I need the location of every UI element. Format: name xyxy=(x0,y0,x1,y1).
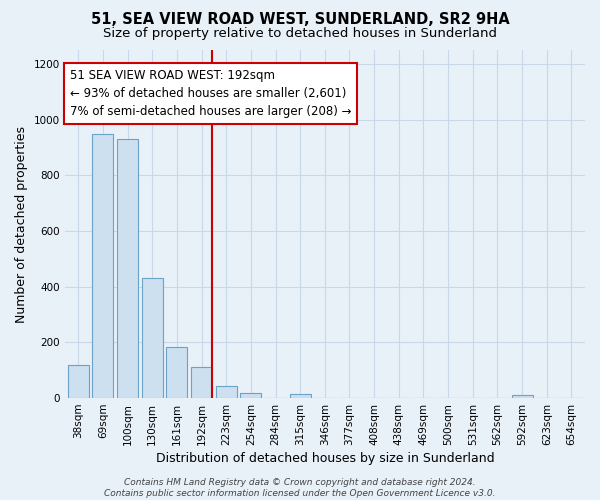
Bar xyxy=(216,386,236,398)
Bar xyxy=(92,134,113,398)
Bar xyxy=(191,368,212,398)
Text: 51 SEA VIEW ROAD WEST: 192sqm
← 93% of detached houses are smaller (2,601)
7% of: 51 SEA VIEW ROAD WEST: 192sqm ← 93% of d… xyxy=(70,69,352,118)
Bar xyxy=(117,139,138,398)
Bar xyxy=(290,394,311,398)
Text: 51, SEA VIEW ROAD WEST, SUNDERLAND, SR2 9HA: 51, SEA VIEW ROAD WEST, SUNDERLAND, SR2 … xyxy=(91,12,509,28)
X-axis label: Distribution of detached houses by size in Sunderland: Distribution of detached houses by size … xyxy=(155,452,494,465)
Bar xyxy=(142,278,163,398)
Bar xyxy=(512,396,533,398)
Bar xyxy=(241,392,262,398)
Bar xyxy=(68,364,89,398)
Text: Contains HM Land Registry data © Crown copyright and database right 2024.
Contai: Contains HM Land Registry data © Crown c… xyxy=(104,478,496,498)
Y-axis label: Number of detached properties: Number of detached properties xyxy=(15,126,28,322)
Text: Size of property relative to detached houses in Sunderland: Size of property relative to detached ho… xyxy=(103,28,497,40)
Bar xyxy=(166,346,187,398)
